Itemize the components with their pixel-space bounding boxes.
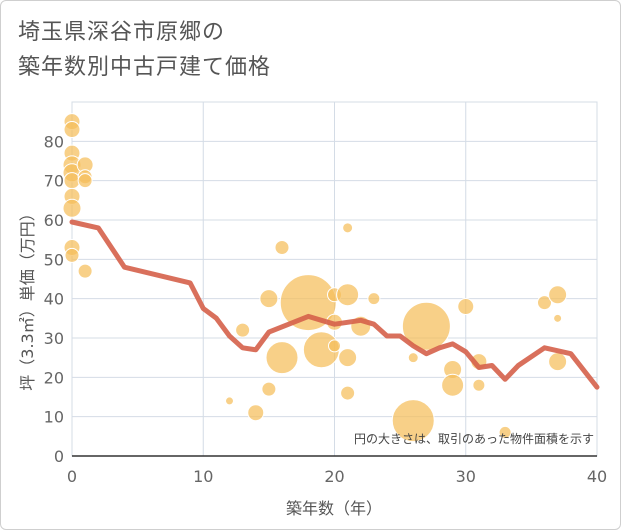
bubble-point	[225, 396, 234, 406]
bubble-point	[472, 378, 486, 392]
x-axis-label: 築年数（年）	[286, 499, 382, 518]
bubble-point	[342, 222, 354, 234]
bubble-point	[498, 425, 512, 439]
bubble-point	[63, 121, 81, 139]
bubble-point	[265, 341, 299, 375]
y-tick-label: 20	[44, 368, 64, 387]
y-tick-label: 70	[44, 172, 64, 191]
y-tick-label: 80	[44, 132, 64, 151]
y-tick-label: 60	[44, 211, 64, 230]
chart-title-line-2: 築年数別中古戸建て価格	[18, 55, 272, 80]
bubble-point	[77, 173, 93, 189]
bubble-point	[340, 385, 356, 401]
bubble-point	[235, 322, 251, 338]
bubble-point	[441, 373, 465, 397]
bubble-point	[63, 172, 81, 190]
bubble-point	[247, 404, 265, 422]
y-axis-label: 坪（3.3㎡）単価（万円）	[18, 205, 37, 390]
bubble-point	[553, 313, 563, 323]
y-tick-label: 40	[44, 290, 64, 309]
x-tick-label: 0	[67, 467, 77, 486]
x-tick-label: 30	[456, 467, 476, 486]
bubble-point	[261, 381, 277, 397]
bubble-point	[274, 240, 290, 256]
bubble-point	[64, 247, 80, 263]
chart-title-line-1: 埼玉県深谷市原郷の	[18, 20, 226, 45]
bubble-point	[548, 352, 568, 372]
chart-note: 円の大きさは、取引のあった物件面積を示す	[354, 431, 594, 446]
bubble-point	[457, 298, 475, 316]
x-tick-label: 40	[587, 467, 607, 486]
y-tick-label: 0	[54, 447, 64, 466]
bubble-point	[401, 301, 451, 351]
chart-title: 埼玉県深谷市原郷の 築年数別中古戸建て価格	[18, 15, 271, 85]
y-tick-label: 50	[44, 250, 64, 269]
bubble-point	[338, 348, 358, 368]
bubble-point	[77, 263, 93, 279]
bubble-point	[328, 339, 341, 353]
bubble-point	[279, 274, 337, 332]
trend-line-layer	[69, 219, 600, 390]
bubble-layer	[62, 113, 568, 443]
bubble-point	[367, 292, 381, 306]
x-tick-label: 10	[193, 467, 213, 486]
bubble-point	[407, 352, 419, 364]
bubble-point	[391, 399, 435, 443]
bubble-point	[336, 283, 360, 307]
y-tick-label: 30	[44, 329, 64, 348]
bubble-point	[537, 295, 552, 311]
trend-line	[69, 219, 600, 390]
bubble-point	[259, 289, 279, 309]
axes: 0 10 20 30 40 50 60 70 80 0 10 20 30 40	[44, 132, 608, 486]
bubble-point	[62, 198, 82, 218]
x-tick-label: 20	[324, 467, 344, 486]
grid-lines	[71, 101, 598, 457]
y-tick-label: 10	[44, 408, 64, 427]
bubble-point	[548, 285, 568, 305]
